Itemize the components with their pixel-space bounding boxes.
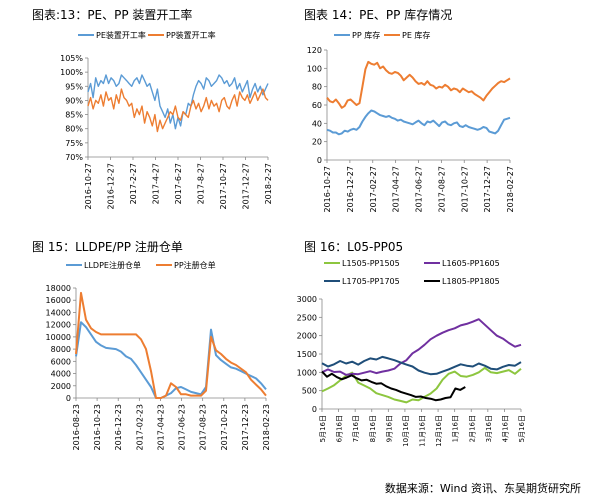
- chart2-legend-label-1: PP注册仓单: [174, 260, 216, 270]
- chart3-xtick-label: 5月16日: [319, 415, 327, 442]
- chart2-ytick-label: 16000: [46, 296, 71, 305]
- chart2-ytick-label: 2000: [51, 382, 71, 391]
- chart1-ytick-label: 20: [312, 138, 322, 147]
- chart0-legend-label-1: PP装置开工率: [166, 30, 216, 40]
- chart1-ytick-label: 40: [312, 119, 322, 128]
- chart2-ytick-label: 18000: [46, 284, 71, 293]
- chart1-ytick-label: 0: [317, 156, 322, 165]
- chart3-xtick-label: 1月16日: [452, 415, 460, 442]
- chart2-xtick-label: 2016-12-23: [114, 404, 123, 451]
- chart2-ytick-label: 8000: [51, 345, 71, 354]
- chart1-xtick-label: 2017-04-27: [392, 166, 401, 213]
- chart0-ytick-label: 100%: [60, 68, 83, 77]
- chart3-ytick-label: 2000: [297, 332, 317, 341]
- chart1-xtick-label: 2017-08-27: [437, 166, 446, 213]
- chart0-xtick-label: 2017-6-27: [174, 163, 183, 204]
- chart0-xtick-label: 2018-2-27: [264, 163, 273, 204]
- chart0-legend-label-0: PE装置开工率: [96, 30, 146, 40]
- chart3-legend-label-0: L1505-PP1505: [342, 259, 400, 268]
- chart3-series-3-line: [321, 370, 466, 402]
- chart2-xtick-label: 2017-02-23: [135, 404, 144, 451]
- chart0-xtick-label: 2017-2-27: [129, 163, 138, 204]
- source-note: 数据来源：Wind 资讯、东吴期货研究所: [384, 482, 581, 495]
- chart0-xtick-label: 2017-10-27: [219, 163, 228, 210]
- chart3-ytick-label: 1000: [297, 368, 317, 377]
- chart16-title: 图 16：L05-PP05: [304, 240, 404, 254]
- chart2-legend-label-0: LLDPE注册仓单: [84, 260, 141, 270]
- chart1-ytick-label: 100: [307, 64, 322, 73]
- chart0-ytick-label: 95%: [65, 82, 83, 91]
- chart3-xtick-label: 3月16日: [485, 415, 493, 442]
- chart1-series-1-line: [326, 60, 511, 109]
- chart2-ytick-label: 10000: [46, 333, 71, 342]
- chart0-ytick-label: 80%: [65, 125, 83, 134]
- chart3-xtick-label: 12月16日: [435, 415, 443, 447]
- chart2-series-1-line: [75, 291, 267, 399]
- chart0-xtick-label: 2017-12-27: [242, 163, 251, 210]
- chart1-xtick-label: 2017-12-27: [483, 166, 492, 213]
- chart3-xtick-label: 8月16日: [369, 415, 377, 442]
- chart2-xtick-label: 2017-04-23: [156, 404, 165, 451]
- chart3-xtick-label: 5月16日: [518, 415, 526, 442]
- chart2-series-0-line: [75, 321, 267, 399]
- chart3-series-2-line: [321, 355, 522, 376]
- chart2-ytick-label: 6000: [51, 357, 71, 366]
- chart0-ytick-label: 85%: [65, 111, 83, 120]
- chart3-xtick-label: 7月16日: [352, 415, 360, 442]
- chart3-legend-label-2: L1705-PP1705: [342, 277, 400, 286]
- chart1-series-0-line: [326, 109, 511, 136]
- chart2-ytick-label: 0: [66, 394, 71, 403]
- chart2-ytick-label: 12000: [46, 321, 71, 330]
- chart2-xtick-label: 2018-02-23: [262, 404, 271, 451]
- chart1-xtick-label: 2016-12-27: [346, 166, 355, 213]
- chart2-xtick-label: 2017-06-23: [178, 404, 187, 451]
- chart1-xtick-label: 2017-06-27: [415, 166, 424, 213]
- chart0-xtick-label: 2016-12-27: [107, 163, 116, 210]
- chart3-xtick-label: 11月16日: [419, 415, 427, 447]
- chart2-ytick-label: 14000: [46, 308, 71, 317]
- chart3-ytick-label: 3000: [297, 295, 317, 304]
- chart1-ytick-label: 120: [307, 46, 322, 55]
- chart1-legend-label-1: PE 库存: [402, 30, 430, 40]
- chart2-xtick-label: 2017-10-23: [220, 404, 229, 451]
- chart1-ytick-label: 80: [312, 83, 322, 92]
- chart1-xtick-label: 2017-10-27: [460, 166, 469, 213]
- chart3-ytick-label: 1500: [297, 350, 317, 359]
- chart3-ytick-label: 0: [312, 405, 317, 414]
- chart2-xtick-label: 2017-08-23: [199, 404, 208, 451]
- chart2-xtick-label: 2016-08-23: [72, 404, 81, 451]
- chart3-ytick-label: 500: [302, 387, 317, 396]
- chart1-ytick-label: 60: [312, 101, 322, 110]
- chart0-ytick-label: 70%: [65, 153, 83, 162]
- chart3-legend-label-1: L1605-PP1605: [442, 259, 500, 268]
- chart2-xtick-label: 2016-10-23: [93, 404, 102, 451]
- chart3-xtick-label: 4月16日: [501, 415, 509, 442]
- chart3-legend-label-3: L1805-PP1805: [442, 277, 500, 286]
- chart14-title: 图表 14：PE、PP 库存情况: [304, 8, 453, 22]
- chart1-xtick-label: 2017-02-27: [369, 166, 378, 213]
- chart2-xtick-label: 2017-12-23: [241, 404, 250, 451]
- chart0-ytick-label: 90%: [65, 96, 83, 105]
- chart3-ytick-label: 2500: [297, 313, 317, 322]
- chart0-xtick-label: 2017-4-27: [152, 163, 161, 204]
- chart3-xtick-label: 2月16日: [468, 415, 476, 442]
- chart3-xtick-label: 9月16日: [385, 415, 393, 442]
- chart0-xtick-label: 2016-10-27: [84, 163, 93, 210]
- chart0-series-1-line: [87, 88, 269, 133]
- chart3-xtick-label: 6月16日: [336, 415, 344, 442]
- chart0-xtick-label: 2017-8-27: [197, 163, 206, 204]
- chart13-title: 图表:13：PE、PP 装置开工率: [32, 8, 193, 22]
- chart0-ytick-label: 105%: [60, 54, 83, 63]
- chart15-title: 图 15：LLDPE/PP 注册仓单: [32, 240, 183, 254]
- chart1-legend-label-0: PP 库存: [352, 30, 380, 40]
- chart1-xtick-label: 2018-02-27: [506, 166, 515, 213]
- chart3-series-1-line: [321, 318, 522, 376]
- chart0-ytick-label: 75%: [65, 139, 83, 148]
- chart3-xtick-label: 10月16日: [402, 415, 410, 447]
- chart1-xtick-label: 2016-10-27: [323, 166, 332, 213]
- chart2-ytick-label: 4000: [51, 370, 71, 379]
